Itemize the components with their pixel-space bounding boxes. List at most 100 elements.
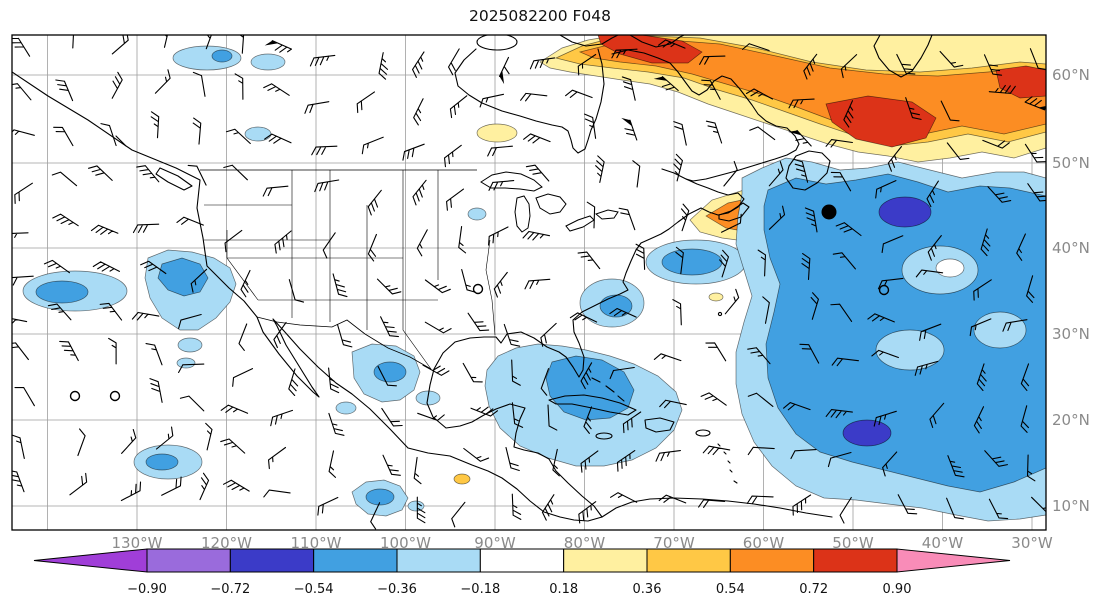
wind-barb [417,412,445,421]
wind-barb [402,143,425,161]
wind-barb [940,100,960,122]
contour-negative-navy-atlantic-1 [878,196,932,228]
wind-barb [192,117,202,145]
wind-barb [702,445,731,456]
contour-negative-light-mexico-s1 [335,401,357,415]
wind-barb [914,360,939,376]
wind-barb [919,323,942,341]
wind-barb [719,249,729,278]
wind-barb [12,37,31,57]
wind-barb [55,79,74,102]
wind-barb [12,342,29,361]
wind-barb [746,495,774,505]
wind-barb [264,40,293,53]
wind-barb [973,406,985,434]
wind-barb [370,502,381,530]
colorbar-arrow-left [33,548,148,573]
wind-barb [487,145,513,157]
wind-barb [449,95,468,119]
wind-barb [541,494,555,521]
wind-barb [51,171,78,187]
wind-barb [336,323,353,348]
wind-barb [140,260,167,275]
calm-circle-marker [109,390,121,402]
coast-gulf-eastcoast [426,168,745,518]
wind-barb [12,434,25,459]
contour-negative-light-baja-1 [177,337,203,353]
wind-barb [47,303,72,321]
lake-huron [535,193,567,215]
colorbar-segment [646,548,731,573]
contour-negative-light-atlantic-t3 [973,311,1027,349]
y-tick-label: 20°N [1052,411,1090,429]
wind-barb [988,498,1009,520]
wind-barb [698,499,726,508]
wind-barb [609,366,635,380]
wind-barb [1020,405,1029,433]
wind-barb [59,340,79,362]
wind-barb [131,311,160,321]
wind-barb [799,343,820,364]
wind-barb [328,412,345,436]
coast-west-centralamerica [12,71,833,522]
contour-negative-med-pacific-offshore [35,280,89,304]
wind-barb [322,232,336,259]
wind-barb [132,223,160,234]
wind-barb [447,48,460,76]
wind-barb [1026,454,1036,482]
contour-negative-med-topleft [211,49,233,63]
contour-negative-light-guatemala-s [407,500,425,512]
wind-barb [520,92,548,102]
wind-barb [618,207,636,231]
wind-barb [52,213,79,227]
wind-barb [120,481,142,502]
wind-barb [317,496,339,516]
coast-newfoundland [785,150,831,191]
contour-positive-red-core-1 [597,35,703,64]
calm-circle-marker [472,283,484,295]
wind-barb [309,54,336,67]
coast-greenland-tip [873,35,933,78]
wind-barb [577,251,601,270]
lake-erie [565,215,595,232]
x-tick-label: 80°W [564,534,606,552]
wind-barb [367,233,377,262]
wind-barb [757,249,767,277]
colorbar-arrow-right [896,548,1011,573]
wind-barb [225,128,251,145]
wind-barb [877,277,904,290]
wind-barb [621,117,638,141]
wind-barb [673,153,683,182]
wind-barb [314,179,340,193]
wind-barb [458,226,467,254]
contour-negative-light-atlantic-t2 [875,329,945,371]
wind-barb [53,126,74,147]
wind-barb [190,268,208,293]
wind-barb [332,273,348,298]
coast-nova-scotia [718,202,750,222]
x-axis-tick-labels: 130°W 120°W 110°W 100°W 90°W 80°W 70°W 60°W 50°W… [112,534,1053,552]
wind-barb [632,160,641,188]
wind-barb [830,303,853,322]
wind-barb [270,409,294,427]
colorbar-tick-label: 0.90 [883,582,912,597]
wind-barb [467,312,490,332]
wind-barb [980,228,991,257]
coast-bermuda [717,311,723,317]
wind-barb [234,73,244,100]
wind-barb [99,302,123,321]
wind-barb [768,205,786,230]
wind-barb [505,446,520,472]
point-markers [69,204,890,402]
wind-barb [973,279,992,301]
wind-barb [446,188,465,211]
colorbar-tick-label: −0.36 [377,582,417,597]
colorbar-tick-label: −0.54 [294,582,334,597]
wind-barb [887,146,902,172]
wind-barb [14,182,33,204]
wind-barb [580,362,593,390]
wind-barb [915,269,944,278]
wind-barb [871,349,899,359]
